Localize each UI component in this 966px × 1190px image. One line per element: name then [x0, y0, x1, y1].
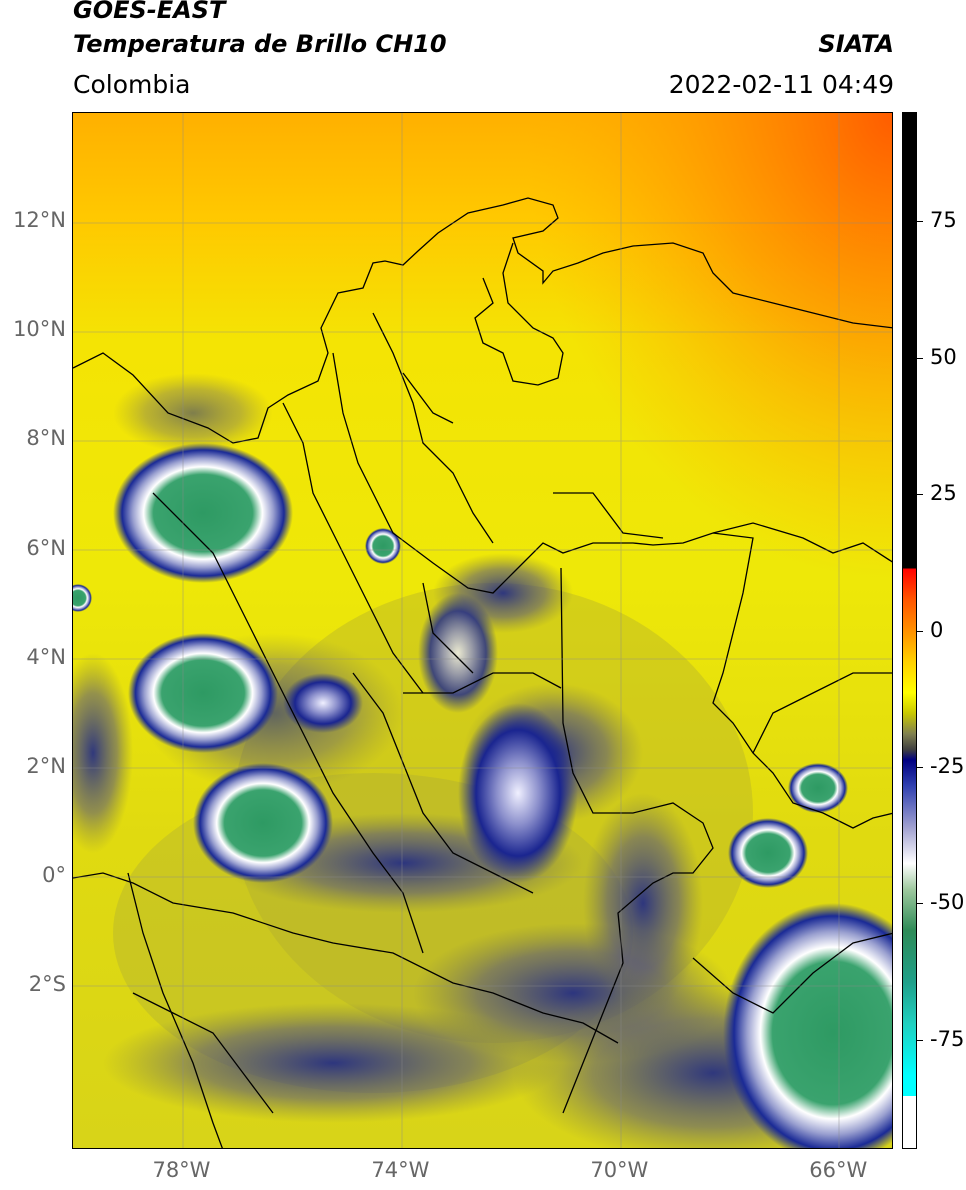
colorbar-tick	[917, 630, 923, 632]
colorbar-tick-label: -25	[930, 753, 965, 778]
colorbar-tick	[917, 903, 923, 905]
colorbar-tick-label: 25	[930, 481, 957, 506]
lat-label: 4°N	[26, 644, 66, 669]
lat-label: 6°N	[26, 535, 66, 560]
colorbar-tick	[917, 221, 923, 223]
satellite-map[interactable]	[72, 112, 893, 1149]
lat-label: 10°N	[13, 317, 66, 342]
colorbar-tick	[917, 494, 923, 496]
lat-label: 12°N	[13, 208, 66, 233]
colorbar-tick	[917, 1039, 923, 1041]
agency-label: SIATA	[818, 30, 894, 58]
colorbar	[902, 112, 917, 1149]
title-product: Temperatura de Brillo CH10	[73, 30, 447, 58]
lat-label: 2°S	[28, 972, 66, 997]
colorbar-tick-label: 0	[930, 617, 944, 642]
colorbar-tick	[917, 357, 923, 359]
lat-label: 2°N	[26, 753, 66, 778]
map-canvas	[73, 113, 892, 1148]
country-borders	[73, 197, 892, 1148]
colorbar-tick-label: -75	[930, 1026, 965, 1051]
lat-label: 8°N	[26, 426, 66, 451]
colorbar-tick	[917, 766, 923, 768]
region-label: Colombia	[73, 70, 191, 99]
graticule	[73, 113, 892, 1148]
colorbar-tick-label: -50	[930, 890, 965, 915]
lon-label: 70°W	[590, 1158, 649, 1182]
title-satellite: GOES-EAST	[73, 0, 226, 24]
colorbar-tick-label: 75	[930, 208, 957, 233]
lon-label: 66°W	[809, 1158, 868, 1182]
datetime-label: 2022-02-11 04:49	[668, 70, 894, 99]
lon-label: 74°W	[371, 1158, 430, 1182]
lon-label: 78°W	[152, 1158, 211, 1182]
lat-label: 0°	[42, 863, 66, 888]
colorbar-tick-label: 50	[930, 344, 957, 369]
